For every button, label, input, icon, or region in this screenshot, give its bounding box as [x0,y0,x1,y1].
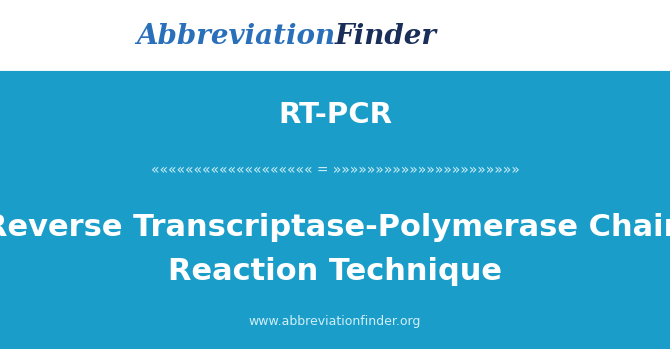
Text: Finder: Finder [335,23,437,50]
Text: www.abbreviationfinder.org: www.abbreviationfinder.org [249,315,421,328]
Text: Abbreviation: Abbreviation [136,23,335,50]
Text: ««««««««««««««««««« = »»»»»»»»»»»»»»»»»»»»»»: ««««««««««««««««««« = »»»»»»»»»»»»»»»»»»… [151,163,519,177]
Text: Reaction Technique: Reaction Technique [168,257,502,286]
Text: Reverse Transcriptase-Polymerase Chain: Reverse Transcriptase-Polymerase Chain [0,213,670,242]
Bar [0,73,670,349]
Text: RT-PCR: RT-PCR [278,101,392,129]
